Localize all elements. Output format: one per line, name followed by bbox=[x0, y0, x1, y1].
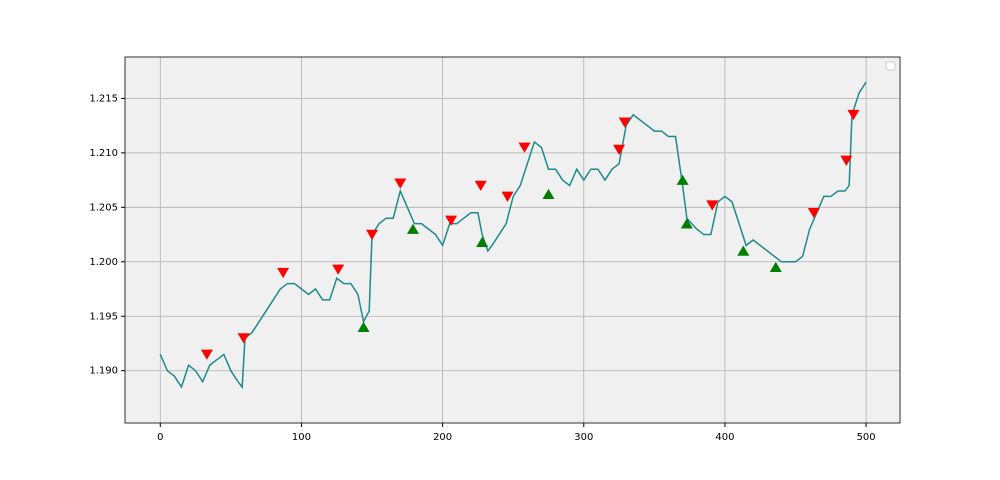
sell-marker bbox=[618, 117, 631, 128]
buy-marker bbox=[680, 218, 693, 229]
sell-marker bbox=[200, 349, 213, 360]
buy-marker bbox=[357, 321, 370, 332]
x-tick-label: 300 bbox=[574, 432, 593, 443]
sell-marker bbox=[394, 178, 407, 189]
x-tick-label: 500 bbox=[857, 432, 876, 443]
sell-marker bbox=[277, 267, 290, 279]
x-tick-label: 400 bbox=[715, 432, 734, 443]
x-tick-label: 200 bbox=[433, 432, 452, 443]
y-tick-label: 1.195 bbox=[89, 311, 118, 322]
x-tick-label: 0 bbox=[157, 432, 163, 443]
sell-marker bbox=[332, 264, 345, 275]
buy-marker bbox=[676, 174, 689, 185]
y-tick-label: 1.210 bbox=[89, 148, 118, 159]
buy-marker bbox=[542, 188, 555, 200]
y-tick-label: 1.200 bbox=[89, 257, 118, 268]
sell-marker bbox=[706, 200, 719, 211]
sell-marker bbox=[613, 144, 626, 155]
legend bbox=[885, 61, 896, 71]
sell-marker bbox=[847, 109, 860, 121]
sell-marker bbox=[474, 180, 487, 191]
buy-marker bbox=[406, 223, 419, 234]
sell-marker bbox=[501, 191, 514, 202]
sell-marker bbox=[237, 333, 250, 344]
y-tick-label: 1.190 bbox=[89, 366, 118, 377]
buy-marker bbox=[476, 236, 489, 247]
sell-marker bbox=[518, 142, 531, 153]
sell-marker bbox=[840, 155, 853, 166]
sell-marker bbox=[445, 215, 458, 226]
buy-marker bbox=[737, 245, 750, 256]
plot-frame bbox=[124, 56, 901, 424]
y-tick-label: 1.215 bbox=[89, 93, 118, 104]
sell-marker bbox=[366, 229, 379, 240]
buy-marker bbox=[769, 261, 782, 273]
y-tick-label: 1.205 bbox=[89, 202, 118, 213]
x-tick-label: 100 bbox=[292, 432, 311, 443]
price-line bbox=[159, 81, 867, 390]
sell-marker bbox=[807, 207, 820, 219]
plot-area bbox=[125, 57, 900, 423]
